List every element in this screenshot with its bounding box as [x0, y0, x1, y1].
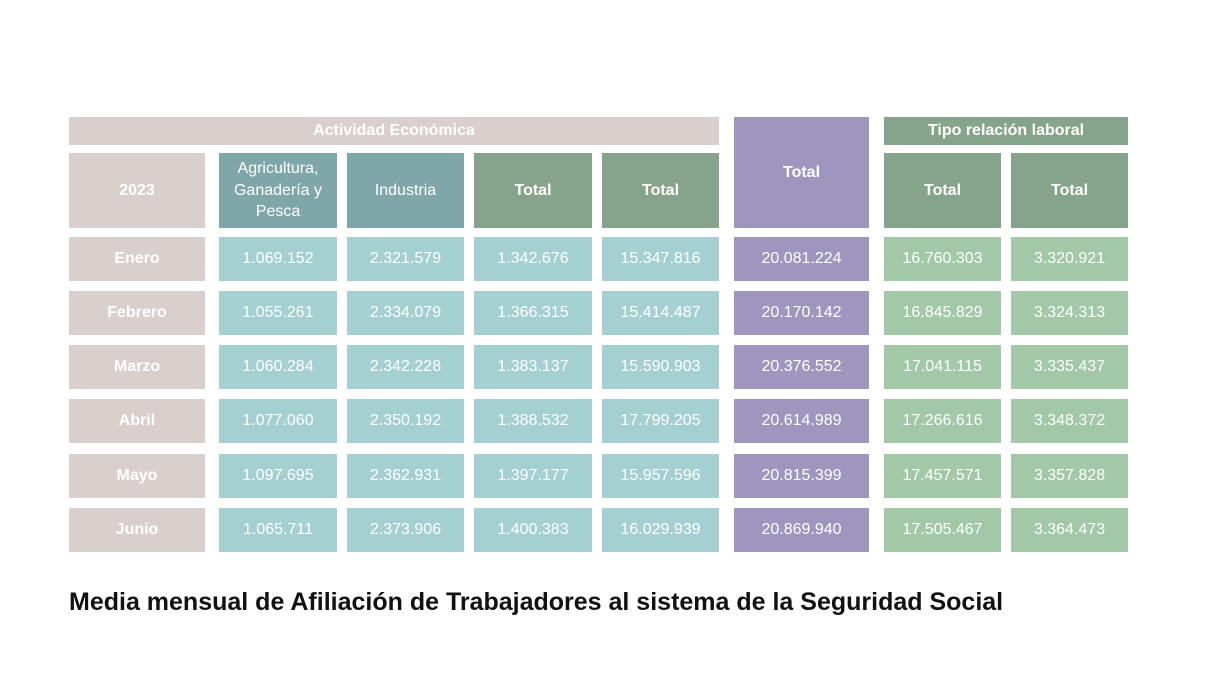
data-cell: 1.065.711	[219, 508, 337, 552]
row-label-month: Enero	[69, 237, 205, 281]
data-cell: 17.505.467	[884, 508, 1001, 552]
data-cell: 3.357.828	[1011, 454, 1128, 498]
header-total-4: Total	[1011, 153, 1128, 228]
header-industria: Industria	[347, 153, 464, 228]
data-cell: 16.760.303	[884, 237, 1001, 281]
data-cell: 17.799.205	[602, 399, 719, 443]
data-cell: 2.350.192	[347, 399, 464, 443]
header-total-3: Total	[884, 153, 1001, 228]
data-cell: 1.388.532	[474, 399, 592, 443]
data-cell: 3.320.921	[1011, 237, 1128, 281]
data-cell: 2.334.079	[347, 291, 464, 335]
data-cell: 1.342.676	[474, 237, 592, 281]
data-cell: 1.077.060	[219, 399, 337, 443]
data-cell: 3.364.473	[1011, 508, 1128, 552]
row-label-month: Junio	[69, 508, 205, 552]
data-cell: 2.373.906	[347, 508, 464, 552]
header-total-1: Total	[474, 153, 592, 228]
data-cell: 1.366.315	[474, 291, 592, 335]
row-label-month: Febrero	[69, 291, 205, 335]
group-header-relation: Tipo relación laboral	[884, 117, 1128, 145]
data-cell: 20.614.989	[734, 399, 869, 443]
data-cell: 20.081.224	[734, 237, 869, 281]
data-cell: 1.060.284	[219, 345, 337, 389]
data-cell: 2.342.228	[347, 345, 464, 389]
data-cell: 15.957.596	[602, 454, 719, 498]
group-header-activity: Actividad Económica	[69, 117, 719, 145]
header-agricultura: Agricultura, Ganadería y Pesca	[219, 153, 337, 228]
data-cell: 16.029.939	[602, 508, 719, 552]
header-total-main: Total	[734, 117, 869, 228]
header-total-2: Total	[602, 153, 719, 228]
data-cell: 1.400.383	[474, 508, 592, 552]
data-cell: 1.069.152	[219, 237, 337, 281]
data-cell: 20.815.399	[734, 454, 869, 498]
data-cell: 3.335.437	[1011, 345, 1128, 389]
data-cell: 2.321.579	[347, 237, 464, 281]
row-label-month: Abril	[69, 399, 205, 443]
table-title: Media mensual de Afiliación de Trabajado…	[69, 588, 1004, 616]
data-cell: 17.266.616	[884, 399, 1001, 443]
data-cell: 15.347.816	[602, 237, 719, 281]
data-cell: 20.869.940	[734, 508, 869, 552]
data-cell: 1.097.695	[219, 454, 337, 498]
data-cell: 1.383.137	[474, 345, 592, 389]
data-cell: 1.397.177	[474, 454, 592, 498]
data-cell: 16.845.829	[884, 291, 1001, 335]
data-cell: 3.324.313	[1011, 291, 1128, 335]
header-year: 2023	[69, 153, 205, 228]
data-cell: 3.348.372	[1011, 399, 1128, 443]
data-cell: 2.362.931	[347, 454, 464, 498]
data-cell: 17.457.571	[884, 454, 1001, 498]
row-label-month: Marzo	[69, 345, 205, 389]
data-cell: 20.376.552	[734, 345, 869, 389]
data-cell: 1.055.261	[219, 291, 337, 335]
data-cell: 17.041.115	[884, 345, 1001, 389]
data-cell: 20.170.142	[734, 291, 869, 335]
data-cell: 15.590.903	[602, 345, 719, 389]
row-label-month: Mayo	[69, 454, 205, 498]
data-cell: 15.414.487	[602, 291, 719, 335]
